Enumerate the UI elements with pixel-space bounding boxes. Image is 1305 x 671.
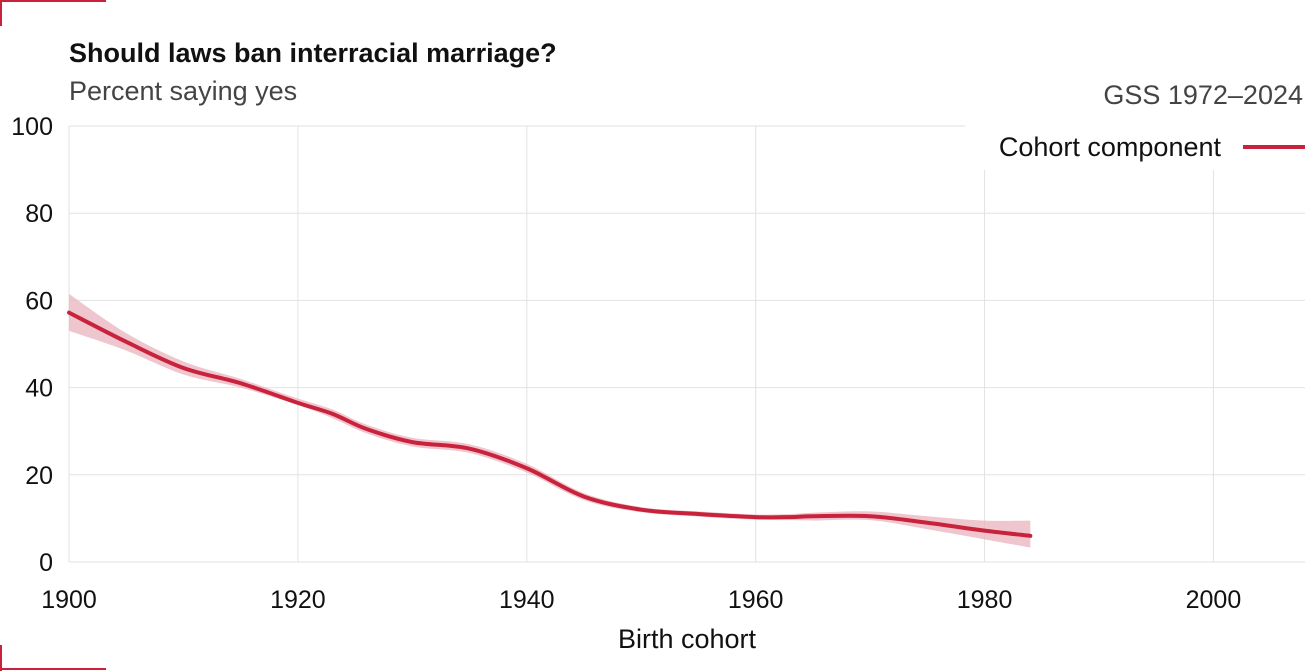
x-tick-label: 1980 [957,586,1013,614]
y-tick-label: 0 [39,549,53,577]
series-line [67,310,1033,538]
y-tick-label: 60 [25,287,53,315]
x-axis-ticks: 1900 1920 1940 1960 1980 2000 [41,586,1241,614]
x-tick-label: 1940 [499,586,555,614]
legend-label: Cohort component [999,132,1222,162]
corner-mark-bottom-horizontal [0,668,106,670]
y-tick-label: 40 [25,375,53,403]
corner-mark-top-vertical [0,0,2,26]
chart-title: Should laws ban interracial marriage? [69,38,557,68]
x-tick-label: 1900 [41,586,97,614]
corner-mark-bottom-vertical [0,645,2,671]
series-layer [67,293,1033,548]
x-tick-label: 2000 [1186,586,1242,614]
y-tick-label: 20 [25,462,53,490]
y-tick-label: 80 [25,200,53,228]
confidence-band [69,293,1031,548]
corner-mark-top-horizontal [0,0,106,2]
x-tick-label: 1920 [270,586,326,614]
y-axis-ticks: 0 20 40 60 80 100 [11,113,53,577]
x-tick-label: 1960 [728,586,784,614]
x-axis-label: Birth cohort [618,624,757,654]
chart-source: GSS 1972–2024 [1103,80,1303,110]
y-tick-label: 100 [11,113,53,141]
grid [68,125,1305,563]
chart-subtitle: Percent saying yes [69,76,297,106]
